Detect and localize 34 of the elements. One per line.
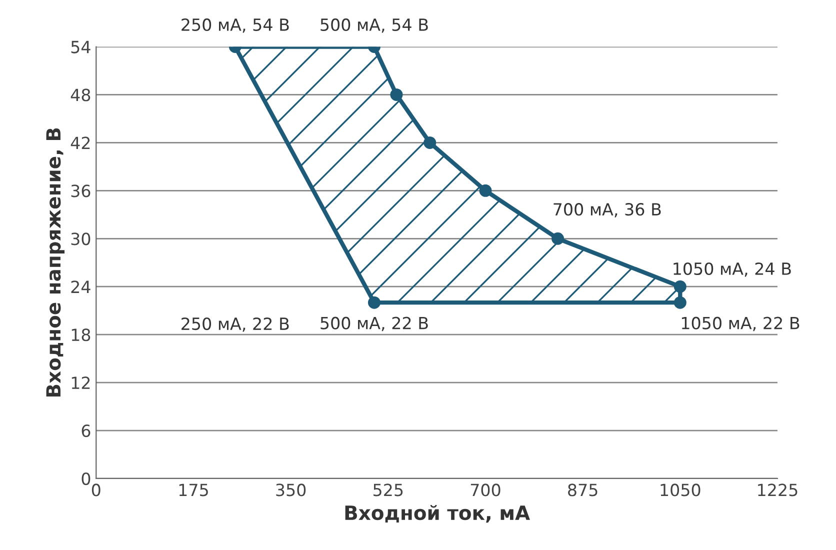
y-tick-label: 12 xyxy=(72,376,90,389)
y-tick-label: 18 xyxy=(72,328,90,342)
point xyxy=(424,136,436,149)
x-tick-label: 175 xyxy=(179,484,208,496)
point xyxy=(368,296,380,309)
point xyxy=(674,296,686,309)
annotation: 500 мА, 54 В xyxy=(320,18,428,33)
y-tick-label: 36 xyxy=(71,184,90,198)
annotation: 250 мА, 54 В xyxy=(182,18,289,33)
x-tick-label: 0 xyxy=(92,484,100,496)
annotation: 500 мА, 22 В xyxy=(320,316,428,332)
y-tick-label: 48 xyxy=(70,88,90,102)
y-tick-label: 24 xyxy=(71,280,90,293)
x-tick-label: 525 xyxy=(374,484,403,496)
x-tick-label: 875 xyxy=(568,484,598,496)
annotation: 700 мА, 36 В xyxy=(554,203,661,218)
point xyxy=(479,184,492,197)
y-tick-label: 42 xyxy=(70,136,90,150)
annotation: 1050 мА, 22 В xyxy=(682,316,800,332)
y-tick-label: 54 xyxy=(71,40,90,54)
point xyxy=(552,232,564,245)
point xyxy=(674,280,686,293)
point xyxy=(390,88,403,101)
y-tick-label: 30 xyxy=(71,232,90,246)
x-axis-title: Входной ток, мА xyxy=(345,504,530,523)
x-tick-label: 1225 xyxy=(758,484,798,496)
y-axis-title: Входное напряжение, В xyxy=(46,128,65,397)
x-tick-label: 1050 xyxy=(660,484,700,496)
annotation: 1050 мА, 24 В xyxy=(674,262,791,277)
y-tick-label: 0 xyxy=(82,472,90,486)
y-tick-label: 6 xyxy=(82,424,90,438)
x-tick-label: 350 xyxy=(276,484,306,496)
annotation: 250 мА, 22 В xyxy=(182,317,289,332)
x-tick-label: 700 xyxy=(470,484,500,496)
